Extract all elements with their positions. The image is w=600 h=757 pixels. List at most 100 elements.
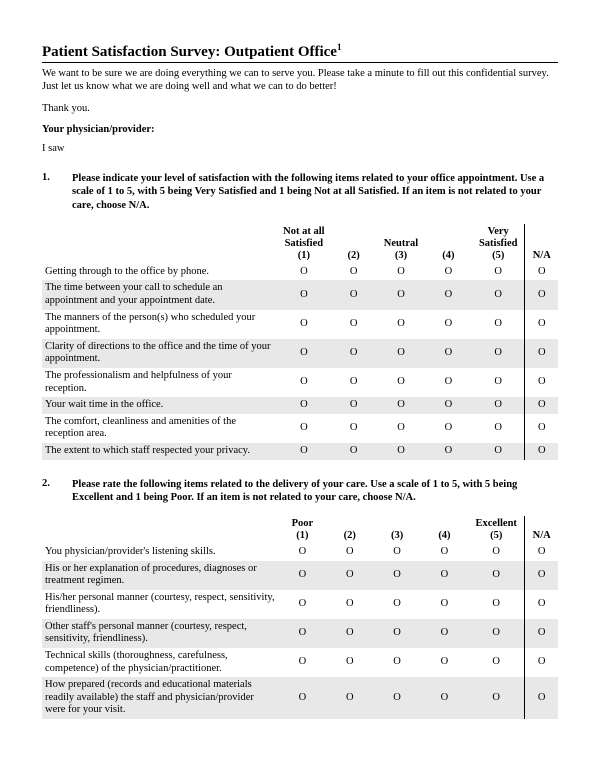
rating-option[interactable]: O <box>472 264 525 281</box>
rating-option[interactable]: O <box>278 368 330 397</box>
rating-option[interactable]: O <box>278 414 330 443</box>
rating-option[interactable]: O <box>421 648 468 677</box>
rating-option[interactable]: O <box>330 443 377 460</box>
row-item-label: Technical skills (thoroughness, carefuln… <box>42 648 279 677</box>
rating-option[interactable]: O <box>373 544 420 561</box>
rating-option[interactable]: O <box>377 264 425 281</box>
rating-option[interactable]: O <box>425 414 472 443</box>
rating-option[interactable]: O <box>468 561 525 590</box>
rating-option[interactable]: O <box>278 443 330 460</box>
rating-option-na[interactable]: O <box>525 280 558 309</box>
intro-text: We want to be sure we are doing everythi… <box>42 67 558 93</box>
rating-option[interactable]: O <box>468 677 525 719</box>
rating-option[interactable]: O <box>278 339 330 368</box>
rating-option-na[interactable]: O <box>525 443 558 460</box>
rating-option-na[interactable]: O <box>525 677 558 719</box>
col-header-2: (2) <box>326 516 373 544</box>
rating-option[interactable]: O <box>468 590 525 619</box>
rating-option[interactable]: O <box>421 544 468 561</box>
rating-option[interactable]: O <box>468 648 525 677</box>
rating-option[interactable]: O <box>279 544 326 561</box>
rating-option[interactable]: O <box>377 368 425 397</box>
rating-option-na[interactable]: O <box>525 397 558 414</box>
rating-option[interactable]: O <box>373 677 420 719</box>
rating-option[interactable]: O <box>326 619 373 648</box>
rating-option[interactable]: O <box>377 280 425 309</box>
rating-option[interactable]: O <box>472 414 525 443</box>
rating-option[interactable]: O <box>330 414 377 443</box>
row-item-label: The manners of the person(s) who schedul… <box>42 310 278 339</box>
rating-option[interactable]: O <box>425 310 472 339</box>
rating-option[interactable]: O <box>326 561 373 590</box>
rating-option[interactable]: O <box>278 264 330 281</box>
rating-option[interactable]: O <box>468 619 525 648</box>
rating-option-na[interactable]: O <box>525 414 558 443</box>
rating-option[interactable]: O <box>279 561 326 590</box>
rating-option[interactable]: O <box>326 648 373 677</box>
col-header-5: Very Satisfied (5) <box>472 224 525 264</box>
rating-option[interactable]: O <box>377 310 425 339</box>
rating-option[interactable]: O <box>377 414 425 443</box>
rating-option[interactable]: O <box>472 339 525 368</box>
rating-option[interactable]: O <box>425 397 472 414</box>
table-2-head: Poor (1) (2) (3) (4) Excellent (5) N/A <box>42 516 558 544</box>
rating-option[interactable]: O <box>425 280 472 309</box>
rating-option[interactable]: O <box>421 561 468 590</box>
rating-option[interactable]: O <box>472 368 525 397</box>
question-1-text: Please indicate your level of satisfacti… <box>72 172 558 211</box>
row-item-label: Other staff's personal manner (courtesy,… <box>42 619 279 648</box>
rating-option[interactable]: O <box>373 561 420 590</box>
rating-option[interactable]: O <box>279 677 326 719</box>
rating-option-na[interactable]: O <box>525 339 558 368</box>
rating-option[interactable]: O <box>373 648 420 677</box>
rating-option[interactable]: O <box>330 339 377 368</box>
table-row: How prepared (records and educational ma… <box>42 677 558 719</box>
rating-option[interactable]: O <box>472 310 525 339</box>
rating-option-na[interactable]: O <box>525 561 558 590</box>
rating-option[interactable]: O <box>468 544 525 561</box>
rating-option[interactable]: O <box>279 648 326 677</box>
rating-option[interactable]: O <box>330 310 377 339</box>
rating-option[interactable]: O <box>279 619 326 648</box>
rating-option[interactable]: O <box>330 368 377 397</box>
rating-option[interactable]: O <box>278 280 330 309</box>
rating-option[interactable]: O <box>326 677 373 719</box>
survey-table-1: Not at all Satisfied (1) (2) Neutral (3)… <box>42 224 558 460</box>
rating-option[interactable]: O <box>472 443 525 460</box>
rating-option[interactable]: O <box>278 310 330 339</box>
rating-option-na[interactable]: O <box>525 310 558 339</box>
rating-option-na[interactable]: O <box>525 544 558 561</box>
rating-option[interactable]: O <box>377 443 425 460</box>
rating-option[interactable]: O <box>326 544 373 561</box>
rating-option[interactable]: O <box>377 339 425 368</box>
table-row: The manners of the person(s) who schedul… <box>42 310 558 339</box>
rating-option[interactable]: O <box>425 443 472 460</box>
rating-option[interactable]: O <box>373 619 420 648</box>
table-row: His or her explanation of procedures, di… <box>42 561 558 590</box>
rating-option[interactable]: O <box>377 397 425 414</box>
rating-option[interactable]: O <box>279 590 326 619</box>
rating-option-na[interactable]: O <box>525 368 558 397</box>
rating-option[interactable]: O <box>425 264 472 281</box>
col-header-3: Neutral (3) <box>377 224 425 264</box>
rating-option[interactable]: O <box>330 264 377 281</box>
rating-option[interactable]: O <box>425 339 472 368</box>
rating-option[interactable]: O <box>326 590 373 619</box>
rating-option[interactable]: O <box>425 368 472 397</box>
rating-option[interactable]: O <box>330 280 377 309</box>
rating-option[interactable]: O <box>472 397 525 414</box>
rating-option-na[interactable]: O <box>525 619 558 648</box>
rating-option[interactable]: O <box>472 280 525 309</box>
rating-option[interactable]: O <box>421 619 468 648</box>
rating-option[interactable]: O <box>278 397 330 414</box>
rating-option[interactable]: O <box>421 677 468 719</box>
isaw-text: I saw <box>42 143 558 154</box>
rating-option-na[interactable]: O <box>525 648 558 677</box>
rating-option-na[interactable]: O <box>525 590 558 619</box>
rating-option[interactable]: O <box>421 590 468 619</box>
rating-option-na[interactable]: O <box>525 264 558 281</box>
question-2-text: Please rate the following items related … <box>72 478 558 504</box>
col-header-5: Excellent (5) <box>468 516 525 544</box>
rating-option[interactable]: O <box>373 590 420 619</box>
rating-option[interactable]: O <box>330 397 377 414</box>
